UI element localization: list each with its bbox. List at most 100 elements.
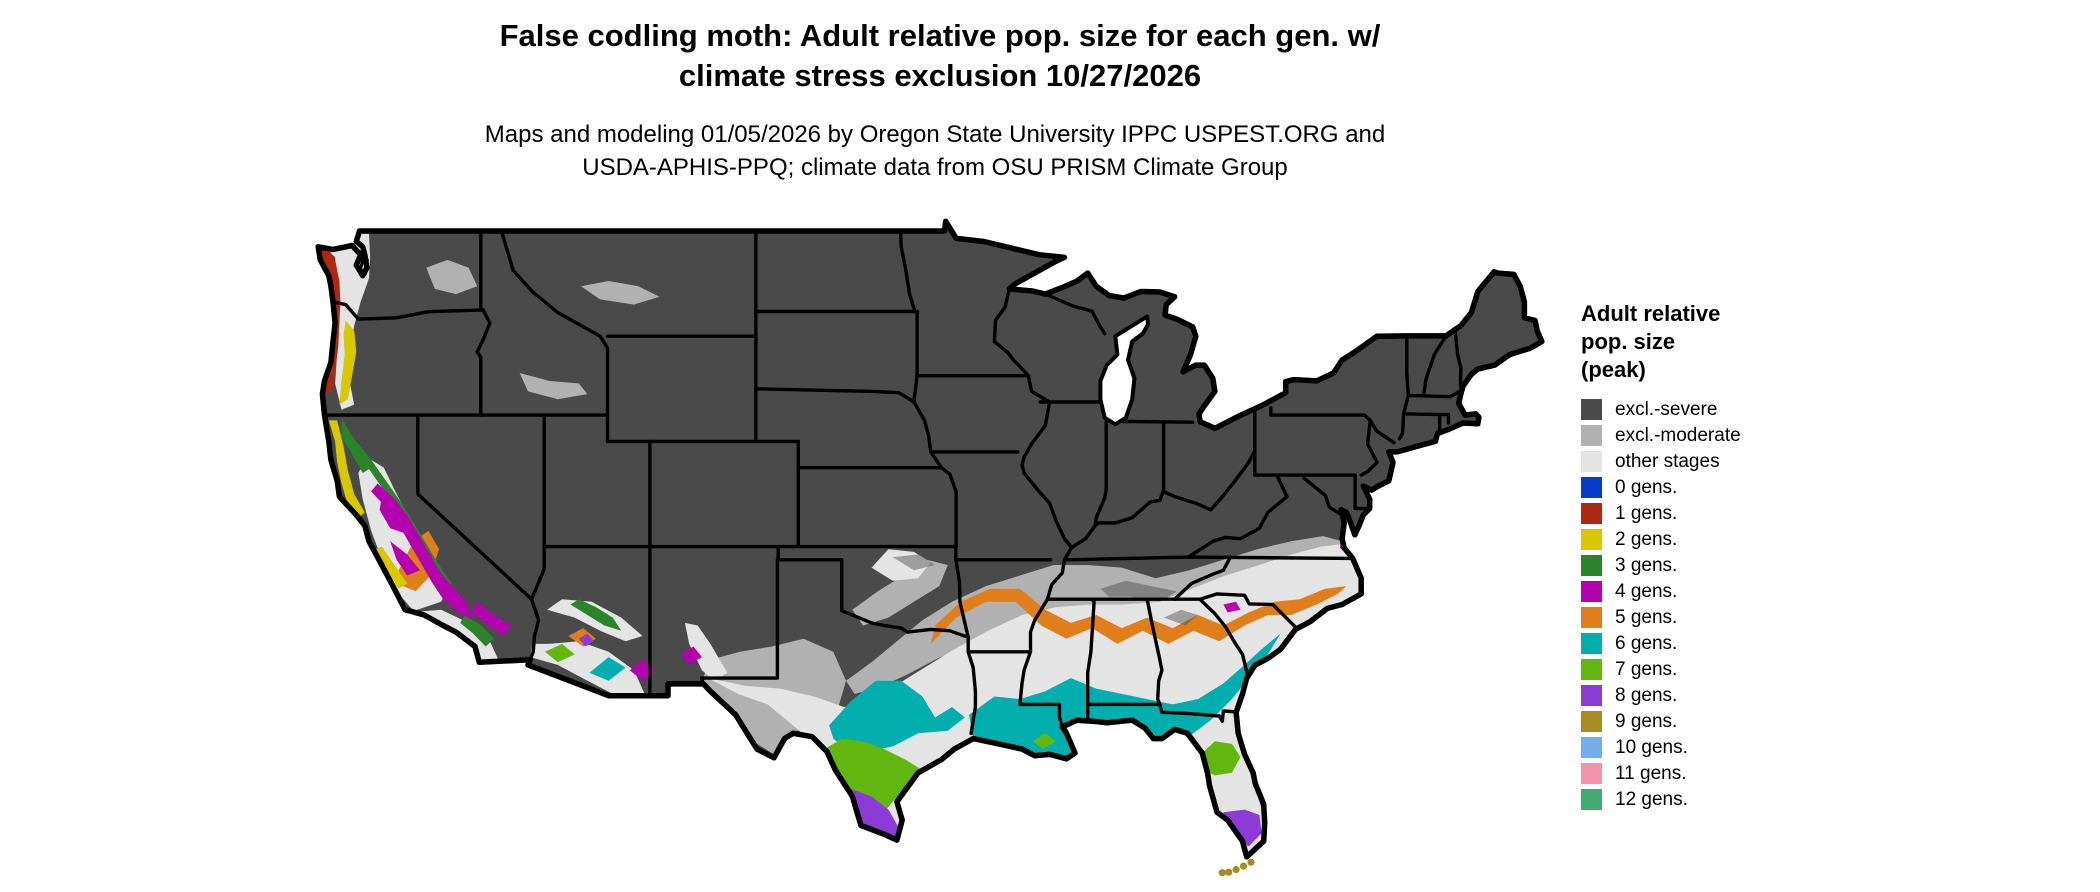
legend-item-label: 8 gens. — [1615, 684, 1678, 706]
subtitle-line-2: USDA-APHIS-PPQ; climate data from OSU PR… — [582, 154, 1288, 181]
legend-swatch — [1581, 606, 1602, 628]
legend-swatch — [1581, 580, 1602, 602]
legend-item: 4 gens. — [1581, 578, 1821, 604]
legend-swatch — [1581, 684, 1602, 706]
region-g2 — [328, 420, 365, 518]
legend-item: 10 gens. — [1581, 734, 1821, 760]
region-speckle — [892, 554, 936, 571]
florida-keys-dot — [1247, 858, 1255, 866]
legend-item: 11 gens. — [1581, 760, 1821, 786]
region-g3 — [570, 599, 622, 631]
legend-title-line-2: pop. size — [1581, 329, 1676, 354]
region-g4 — [390, 541, 420, 576]
region-speckle — [1164, 609, 1198, 626]
state-borders — [322, 229, 1463, 735]
region-g2 — [339, 320, 357, 405]
florida-keys-dot — [1225, 868, 1233, 876]
legend-swatch — [1581, 710, 1602, 732]
legend-swatch — [1581, 762, 1602, 784]
legend-item-label: 9 gens. — [1615, 710, 1678, 732]
title-line-1: False codling moth: Adult relative pop. … — [499, 18, 1381, 53]
region-g5 — [930, 586, 1347, 644]
us-map — [240, 168, 1545, 892]
lake-michigan — [1098, 314, 1151, 427]
region-g2 — [375, 546, 408, 589]
legend: Adult relative pop. size (peak) excl.-se… — [1581, 300, 1821, 812]
region-excl_moderate — [581, 281, 660, 305]
region-excl_moderate — [846, 536, 1343, 694]
subtitle-line-1: Maps and modeling 01/05/2026 by Oregon S… — [484, 121, 1386, 148]
title-line-2: climate stress exclusion 10/27/2026 — [678, 58, 1202, 93]
us-map-svg — [315, 218, 1545, 877]
legend-item: 6 gens. — [1581, 630, 1821, 656]
region-other — [871, 549, 931, 581]
legend-item: 1 gens. — [1581, 500, 1821, 526]
florida-keys-dot — [1232, 866, 1240, 874]
legend-swatch — [1581, 424, 1602, 446]
region-g3 — [341, 417, 372, 473]
legend-item: 0 gens. — [1581, 474, 1821, 500]
legend-item: 12 gens. — [1581, 786, 1821, 812]
legend-item-label: 2 gens. — [1615, 528, 1678, 550]
figure-subtitle: Maps and modeling 01/05/2026 by Oregon S… — [0, 118, 1870, 184]
legend-swatch — [1581, 788, 1602, 810]
legend-item-label: other stages — [1615, 450, 1720, 472]
legend-swatch — [1581, 398, 1602, 420]
region-other — [547, 599, 643, 642]
us-coastline — [315, 218, 1545, 860]
legend-title-line-3: (peak) — [1581, 357, 1646, 382]
region-g4 — [470, 601, 512, 636]
legend-item-label: 10 gens. — [1615, 736, 1688, 758]
region-g6 — [829, 680, 965, 752]
legend-swatch — [1581, 476, 1602, 498]
region-g7 — [545, 643, 575, 663]
legend-item-label: 4 gens. — [1615, 580, 1678, 602]
legend-title-line-1: Adult relative — [1581, 301, 1721, 326]
region-g3 — [460, 615, 495, 647]
generation-regions — [319, 233, 1362, 857]
region-g8 — [1223, 809, 1262, 847]
legend-item-label: 12 gens. — [1615, 788, 1688, 810]
legend-item-label: 5 gens. — [1615, 606, 1678, 628]
legend-item: 7 gens. — [1581, 656, 1821, 682]
legend-item-label: 3 gens. — [1615, 554, 1678, 576]
figure-title: False codling moth: Adult relative pop. … — [0, 16, 1880, 96]
legend-swatch — [1581, 502, 1602, 524]
legend-title: Adult relative pop. size (peak) — [1581, 300, 1821, 384]
region-speckle — [1100, 580, 1177, 602]
region-g4 — [379, 496, 406, 534]
legend-swatch — [1581, 554, 1602, 576]
legend-item: 2 gens. — [1581, 526, 1821, 552]
legend-item-label: 11 gens. — [1615, 762, 1687, 784]
legend-item: 8 gens. — [1581, 682, 1821, 708]
legend-item: 9 gens. — [1581, 708, 1821, 734]
legend-items: excl.-severe excl.-moderate other stages 0 … — [1581, 396, 1821, 812]
legend-item: excl.-severe — [1581, 396, 1821, 422]
legend-swatch — [1581, 528, 1602, 550]
legend-swatch — [1581, 632, 1602, 654]
florida-keys-dot — [1239, 862, 1248, 870]
region-g8 — [848, 788, 899, 839]
region-g6 — [589, 657, 626, 681]
region-g7 — [822, 738, 923, 818]
region-g4 — [1223, 601, 1241, 613]
legend-item: other stages — [1581, 448, 1821, 474]
legend-item: 5 gens. — [1581, 604, 1821, 630]
legend-swatch — [1581, 658, 1602, 680]
legend-swatch — [1581, 736, 1602, 758]
legend-swatch — [1581, 450, 1602, 472]
florida-keys-dot — [1218, 869, 1226, 877]
region-g8 — [578, 633, 594, 647]
region-g4 — [680, 646, 702, 665]
region-g1 — [319, 248, 341, 395]
legend-item-label: excl.-moderate — [1615, 424, 1741, 446]
legend-item: 3 gens. — [1581, 552, 1821, 578]
legend-item-label: excl.-severe — [1615, 398, 1718, 420]
region-g7 — [1032, 733, 1056, 750]
region-excl_moderate — [426, 259, 478, 295]
legend-item-label: 7 gens. — [1615, 658, 1678, 680]
region-excl_moderate — [519, 373, 588, 400]
legend-item-label: 6 gens. — [1615, 632, 1678, 654]
legend-item-label: 1 gens. — [1615, 502, 1678, 524]
